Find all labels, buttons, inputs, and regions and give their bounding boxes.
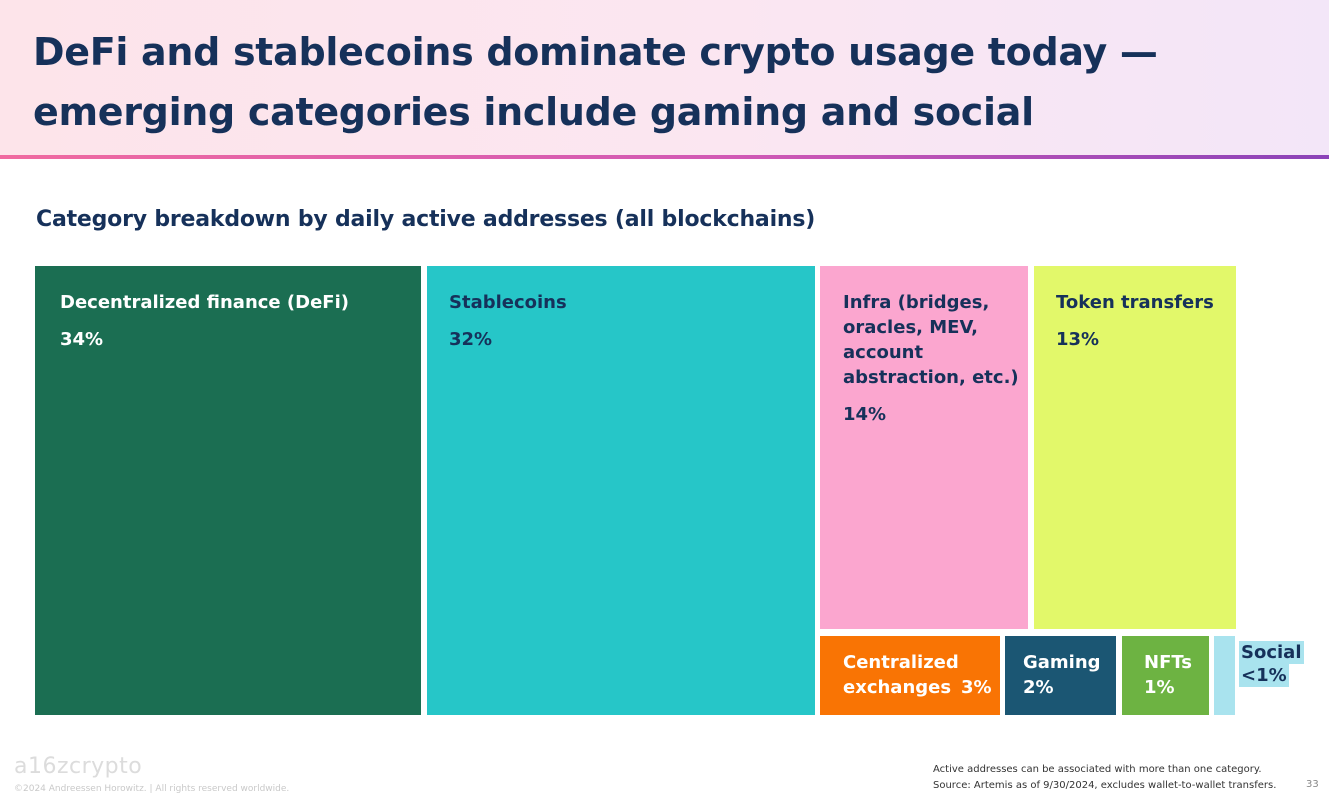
- tile-centralized-exchanges: [820, 636, 1000, 715]
- page-title: DeFi and stablecoins dominate crypto usa…: [33, 30, 1158, 134]
- page-number: 33: [1306, 779, 1319, 790]
- note-line: Active addresses can be associated with …: [933, 764, 1262, 775]
- tile-nfts: [1122, 636, 1209, 715]
- copyright-text: ©2024 Andreessen Horowitz. | All rights …: [14, 784, 290, 794]
- tile-infra: [820, 266, 1028, 629]
- source-note: Active addresses can be associated with …: [933, 762, 1276, 794]
- tile-stablecoins: [427, 266, 815, 715]
- header-divider: [0, 155, 1329, 159]
- source-line: Source: Artemis as of 9/30/2024, exclude…: [933, 780, 1277, 791]
- chart-title: Category breakdown by daily active addre…: [36, 207, 816, 232]
- header-band: [0, 0, 1329, 156]
- tile-defi: [35, 266, 421, 715]
- tile-gaming: [1005, 636, 1116, 715]
- tile-token-transfers: [1034, 266, 1236, 629]
- brand-logo: a16zcrypto: [14, 754, 143, 779]
- tile-social: [1214, 636, 1235, 715]
